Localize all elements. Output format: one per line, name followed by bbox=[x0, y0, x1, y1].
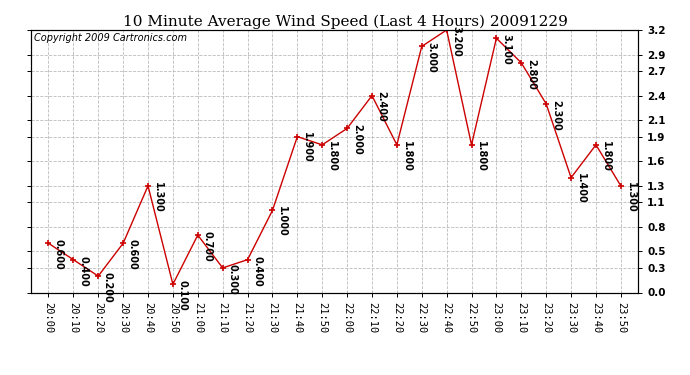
Text: 2.000: 2.000 bbox=[352, 124, 362, 155]
Text: 2.800: 2.800 bbox=[526, 58, 536, 90]
Text: 1.900: 1.900 bbox=[302, 132, 312, 163]
Text: 0.400: 0.400 bbox=[253, 255, 262, 286]
Text: 3.100: 3.100 bbox=[501, 34, 511, 65]
Text: 0.100: 0.100 bbox=[177, 280, 188, 311]
Text: 0.300: 0.300 bbox=[228, 264, 237, 294]
Text: 1.800: 1.800 bbox=[327, 141, 337, 171]
Text: Copyright 2009 Cartronics.com: Copyright 2009 Cartronics.com bbox=[34, 33, 187, 43]
Text: 1.800: 1.800 bbox=[402, 141, 412, 171]
Text: 1.300: 1.300 bbox=[626, 182, 635, 213]
Text: 10 Minute Average Wind Speed (Last 4 Hours) 20091229: 10 Minute Average Wind Speed (Last 4 Hou… bbox=[123, 15, 567, 29]
Text: 1.400: 1.400 bbox=[575, 174, 586, 204]
Text: 0.700: 0.700 bbox=[202, 231, 213, 262]
Text: 2.400: 2.400 bbox=[377, 92, 386, 122]
Text: 1.800: 1.800 bbox=[601, 141, 611, 171]
Text: 0.600: 0.600 bbox=[128, 239, 138, 270]
Text: 1.000: 1.000 bbox=[277, 206, 287, 237]
Text: 0.600: 0.600 bbox=[53, 239, 63, 270]
Text: 3.200: 3.200 bbox=[451, 26, 462, 57]
Text: 3.000: 3.000 bbox=[426, 42, 437, 73]
Text: 1.800: 1.800 bbox=[476, 141, 486, 171]
Text: 2.300: 2.300 bbox=[551, 100, 561, 130]
Text: 1.300: 1.300 bbox=[152, 182, 163, 213]
Text: 0.400: 0.400 bbox=[78, 255, 88, 286]
Text: 0.200: 0.200 bbox=[103, 272, 113, 303]
